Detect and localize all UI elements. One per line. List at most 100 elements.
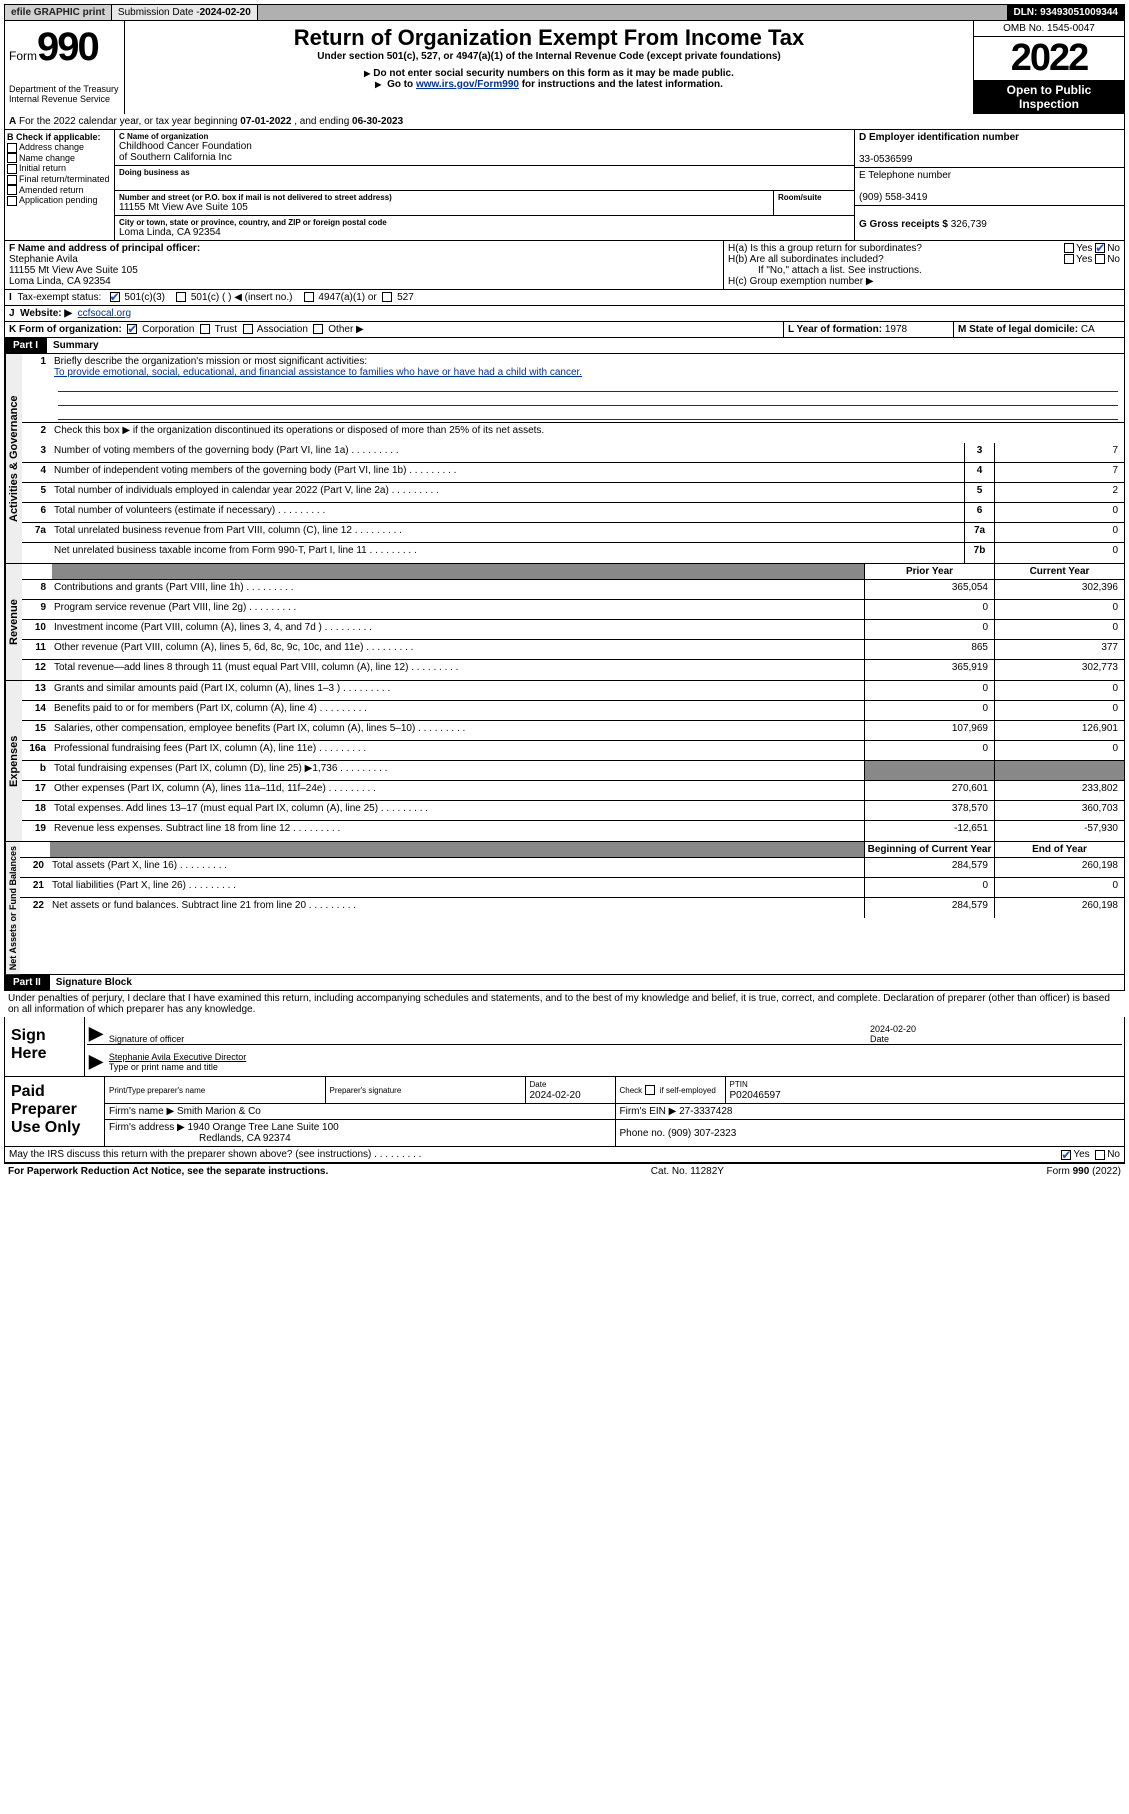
col-current-year: Current Year	[994, 564, 1124, 579]
cb-corp[interactable]	[127, 324, 137, 334]
sidetab-rev: Revenue	[5, 564, 22, 680]
checkbox-final-return[interactable]	[7, 175, 17, 185]
officer-addr: 11155 Mt View Ave Suite 105 Loma Linda, …	[9, 265, 138, 287]
org-city: Loma Linda, CA 92354	[119, 227, 850, 238]
may-yes[interactable]	[1061, 1150, 1071, 1160]
firm-addr-lbl: Firm's address ▶	[109, 1122, 185, 1133]
cb-501c[interactable]	[176, 292, 186, 302]
h-b2: If "No," attach a list. See instructions…	[728, 265, 1120, 276]
sign-here-block: Sign Here ▶ Signature of officer 2024-02…	[4, 1017, 1125, 1077]
h-b: H(b) Are all subordinates included? Yes …	[728, 254, 1120, 265]
top-bar: efile GRAPHIC print Submission Date - 20…	[4, 4, 1125, 21]
h-a-no[interactable]	[1095, 243, 1105, 253]
form-of-org-label: K Form of organization:	[9, 324, 122, 335]
line-1a: Briefly describe the organization's miss…	[54, 356, 367, 367]
website-link[interactable]: ccfsocal.org	[78, 308, 131, 319]
table-expenses: Expenses 13Grants and similar amounts pa…	[4, 681, 1125, 842]
h-b-text: H(b) Are all subordinates included?	[728, 254, 884, 265]
may-no[interactable]	[1095, 1150, 1105, 1160]
opt-501c3: 501(c)(3)	[124, 292, 165, 303]
cb-527[interactable]	[382, 292, 392, 302]
sign-date-label: Date	[870, 1034, 889, 1044]
opt-501c: 501(c) ( ) ◀ (insert no.)	[191, 292, 293, 303]
table-row: 9Program service revenue (Part VIII, lin…	[22, 600, 1124, 620]
officer-label: F Name and address of principal officer:	[9, 243, 200, 254]
checkbox-initial-return[interactable]	[7, 164, 17, 174]
cb-4947[interactable]	[304, 292, 314, 302]
domicile-label: M State of legal domicile:	[958, 324, 1081, 335]
form-title: Return of Organization Exempt From Incom…	[131, 25, 967, 51]
section-d-e-g: D Employer identification number 33-0536…	[854, 130, 1124, 240]
cb-assoc[interactable]	[243, 324, 253, 334]
irs-link[interactable]: www.irs.gov/Form990	[416, 79, 519, 90]
h-a-yes[interactable]	[1064, 243, 1074, 253]
checkbox-address-change[interactable]	[7, 143, 17, 153]
checkbox-app-pending[interactable]	[7, 196, 17, 206]
table-row: 12Total revenue—add lines 8 through 11 (…	[22, 660, 1124, 680]
section-klm: K Form of organization: Corporation Trus…	[4, 322, 1125, 338]
line-a: A For the 2022 calendar year, or tax yea…	[4, 114, 1125, 130]
sign-date: 2024-02-20	[870, 1024, 916, 1034]
table-row: 7aTotal unrelated business revenue from …	[22, 523, 1124, 543]
form-word: Form	[9, 49, 37, 63]
mission-text: To provide emotional, social, educationa…	[54, 367, 582, 378]
sidetab-exp: Expenses	[5, 681, 22, 841]
opt-address-change: Address change	[19, 142, 84, 152]
table-row: 13Grants and similar amounts paid (Part …	[22, 681, 1124, 701]
website-label: Website: ▶	[20, 308, 72, 319]
cb-other[interactable]	[313, 324, 323, 334]
efile-print-button[interactable]: efile GRAPHIC print	[5, 5, 112, 20]
table-row: 21Total liabilities (Part X, line 26)00	[20, 878, 1124, 898]
goto-prefix: Go to	[387, 79, 416, 90]
paperwork-notice: For Paperwork Reduction Act Notice, see …	[8, 1166, 328, 1177]
goto-suffix: for instructions and the latest informat…	[519, 79, 723, 90]
firm-name: Smith Marion & Co	[177, 1106, 261, 1117]
h-a-text: H(a) Is this a group return for subordin…	[728, 243, 922, 254]
form-num: 990	[37, 25, 98, 69]
part-1-header: Part I Summary	[4, 338, 1125, 354]
section-f-h: F Name and address of principal officer:…	[4, 241, 1125, 290]
section-c: C Name of organization Childhood Cancer …	[115, 130, 854, 240]
part-1-bar: Part I	[5, 338, 46, 353]
line-a-text-b: , and ending	[294, 116, 352, 127]
table-row: 4Number of independent voting members of…	[22, 463, 1124, 483]
firm-phone: (909) 307-2323	[668, 1128, 736, 1139]
line-2: Check this box ▶ if the organization dis…	[54, 425, 544, 436]
org-name-label: C Name of organization	[119, 132, 850, 141]
part-2-header: Part II Signature Block	[4, 975, 1125, 991]
ptin: P02046597	[730, 1090, 781, 1101]
form-header: Form990 Department of the Treasury Inter…	[4, 21, 1125, 114]
checkbox-name-change[interactable]	[7, 153, 17, 163]
dept-treasury: Department of the Treasury Internal Reve…	[9, 84, 120, 104]
table-row: 15Salaries, other compensation, employee…	[22, 721, 1124, 741]
may-discuss-row: May the IRS discuss this return with the…	[4, 1147, 1125, 1163]
table-row: 14Benefits paid to or for members (Part …	[22, 701, 1124, 721]
checkbox-amended[interactable]	[7, 185, 17, 195]
h-b-yes[interactable]	[1064, 254, 1074, 264]
h-a: H(a) Is this a group return for subordin…	[728, 243, 1120, 254]
submission-date-value: 2024-02-20	[200, 7, 251, 18]
firm-city: Redlands, CA 92374	[109, 1133, 291, 1144]
paid-preparer-block: Paid Preparer Use Only Print/Type prepar…	[4, 1077, 1125, 1147]
cb-trust[interactable]	[200, 324, 210, 334]
opt-4947: 4947(a)(1) or	[318, 292, 376, 303]
h-b-no[interactable]	[1095, 254, 1105, 264]
cat-no: Cat. No. 11282Y	[651, 1166, 724, 1177]
topbar-spacer	[258, 5, 1008, 20]
sidetab-net: Net Assets or Fund Balances	[5, 842, 20, 974]
year-formation: 1978	[885, 324, 907, 335]
year-block: OMB No. 1545-0047 2022 Open to Public In…	[974, 21, 1124, 114]
open-to-public: Open to Public Inspection	[974, 80, 1124, 114]
firm-ein: 27-3337428	[679, 1106, 732, 1117]
dln: DLN: 93493051009344	[1007, 5, 1124, 20]
col-end: End of Year	[994, 842, 1124, 857]
tax-exempt-label: Tax-exempt status:	[17, 292, 101, 303]
addr-label: Number and street (or P.O. box if mail i…	[119, 193, 769, 202]
officer-sign-name: Stephanie Avila Executive Director	[109, 1052, 246, 1062]
cb-self-employed[interactable]	[645, 1085, 655, 1095]
tax-year-end: 06-30-2023	[352, 116, 403, 127]
type-name-label: Type or print name and title	[109, 1062, 218, 1072]
opt-other: Other ▶	[328, 324, 363, 335]
part-2-title: Signature Block	[49, 975, 138, 990]
cb-501c3[interactable]	[110, 292, 120, 302]
